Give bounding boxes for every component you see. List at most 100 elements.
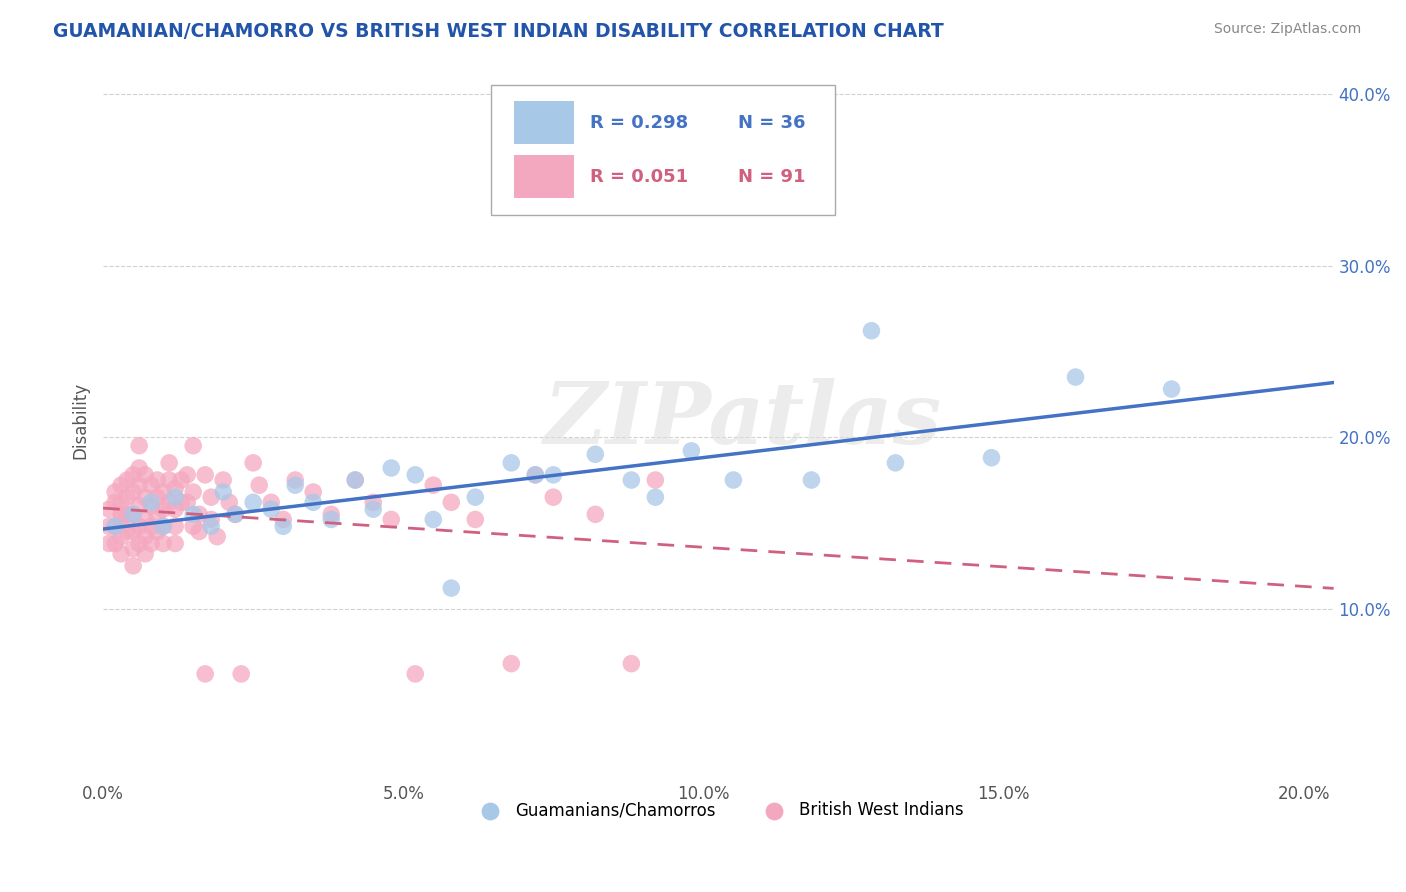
Point: [115, 508, 138, 522]
Point: [157, 495, 180, 509]
Point: [1160, 382, 1182, 396]
Point: [146, 473, 169, 487]
Point: [583, 447, 606, 461]
Point: [128, 461, 150, 475]
Point: [361, 502, 384, 516]
Point: [152, 536, 174, 550]
Text: ZIPatlas: ZIPatlas: [544, 378, 942, 462]
Point: [152, 485, 174, 500]
Point: [681, 443, 703, 458]
Point: [134, 490, 156, 504]
Point: [205, 530, 228, 544]
Point: [110, 547, 132, 561]
Point: [422, 512, 444, 526]
Point: [224, 508, 246, 522]
Point: [104, 495, 127, 509]
Text: N = 91: N = 91: [738, 168, 806, 186]
Point: [141, 478, 163, 492]
Point: [440, 495, 463, 509]
Point: [128, 499, 150, 513]
Point: [141, 519, 163, 533]
Point: [181, 439, 204, 453]
Point: [723, 473, 745, 487]
Point: [543, 490, 565, 504]
Point: [302, 495, 325, 509]
Point: [165, 490, 187, 504]
Point: [620, 657, 643, 671]
Point: [165, 536, 187, 550]
Point: [231, 667, 253, 681]
Point: [212, 485, 235, 500]
FancyBboxPatch shape: [515, 102, 575, 144]
Point: [104, 519, 127, 533]
Point: [212, 473, 235, 487]
Point: [260, 495, 283, 509]
Point: [200, 519, 222, 533]
Point: [134, 512, 156, 526]
Point: [146, 490, 169, 504]
Point: [501, 657, 523, 671]
Point: [284, 478, 307, 492]
Point: [380, 512, 402, 526]
Point: [404, 467, 426, 482]
Point: [176, 467, 198, 482]
Point: [302, 485, 325, 500]
Point: [122, 558, 145, 573]
Point: [181, 519, 204, 533]
Point: [242, 495, 264, 509]
Point: [122, 524, 145, 539]
Point: [440, 581, 463, 595]
Point: [115, 490, 138, 504]
Point: [524, 467, 547, 482]
Point: [128, 536, 150, 550]
Point: [644, 490, 666, 504]
Point: [344, 473, 367, 487]
Text: R = 0.051: R = 0.051: [591, 168, 689, 186]
Point: [152, 519, 174, 533]
Point: [165, 482, 187, 496]
Point: [260, 502, 283, 516]
Point: [543, 467, 565, 482]
Point: [188, 508, 211, 522]
Point: [110, 512, 132, 526]
Point: [157, 456, 180, 470]
Point: [110, 495, 132, 509]
Point: [980, 450, 1002, 465]
Point: [800, 473, 823, 487]
Point: [104, 519, 127, 533]
Point: [200, 490, 222, 504]
Point: [321, 512, 343, 526]
Point: [188, 524, 211, 539]
Point: [194, 667, 217, 681]
Point: [247, 478, 270, 492]
Point: [344, 473, 367, 487]
Point: [321, 508, 343, 522]
Point: [1064, 370, 1087, 384]
Point: [176, 495, 198, 509]
Point: [165, 502, 187, 516]
Point: [134, 530, 156, 544]
Point: [122, 467, 145, 482]
Point: [152, 519, 174, 533]
Point: [422, 478, 444, 492]
Point: [98, 519, 121, 533]
Point: [464, 490, 486, 504]
Text: GUAMANIAN/CHAMORRO VS BRITISH WEST INDIAN DISABILITY CORRELATION CHART: GUAMANIAN/CHAMORRO VS BRITISH WEST INDIA…: [53, 22, 945, 41]
Point: [141, 499, 163, 513]
Point: [104, 536, 127, 550]
Point: [115, 473, 138, 487]
Point: [122, 508, 145, 522]
FancyBboxPatch shape: [491, 85, 835, 215]
Point: [271, 512, 294, 526]
Point: [122, 485, 145, 500]
Text: N = 36: N = 36: [738, 114, 806, 132]
Point: [170, 495, 193, 509]
Text: Source: ZipAtlas.com: Source: ZipAtlas.com: [1213, 22, 1361, 37]
Point: [242, 456, 264, 470]
Point: [884, 456, 907, 470]
Point: [146, 524, 169, 539]
Legend: Guamanians/Chamorros, British West Indians: Guamanians/Chamorros, British West India…: [467, 795, 970, 826]
Point: [157, 473, 180, 487]
Point: [104, 485, 127, 500]
Point: [583, 508, 606, 522]
